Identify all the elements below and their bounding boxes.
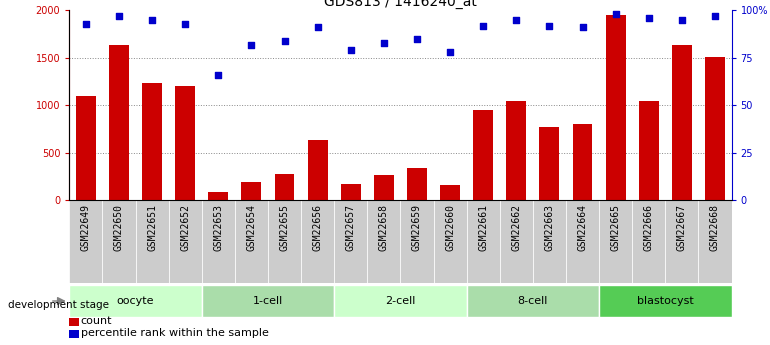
- Bar: [639, 101, 658, 200]
- Point: [179, 21, 191, 27]
- Bar: [209, 191, 228, 200]
- Bar: [507, 101, 526, 200]
- Point: [676, 17, 688, 22]
- Text: GSM22650: GSM22650: [114, 204, 124, 251]
- Bar: [334, 200, 367, 283]
- Point: [444, 49, 457, 55]
- Text: GSM22659: GSM22659: [412, 204, 422, 251]
- Bar: [136, 200, 169, 283]
- Point: [312, 25, 324, 30]
- Text: GSM22655: GSM22655: [280, 204, 290, 251]
- Bar: [632, 200, 665, 283]
- Point: [245, 42, 257, 47]
- Bar: [400, 200, 434, 283]
- Bar: [705, 57, 725, 200]
- Bar: [540, 127, 559, 200]
- Point: [511, 17, 523, 22]
- Point: [544, 23, 556, 28]
- Point: [411, 36, 424, 42]
- Text: GSM22667: GSM22667: [677, 204, 687, 251]
- Bar: [334, 285, 467, 317]
- Bar: [341, 184, 360, 200]
- Text: GSM22651: GSM22651: [147, 204, 157, 251]
- Bar: [467, 285, 599, 317]
- Bar: [698, 200, 731, 283]
- Bar: [672, 45, 691, 200]
- Point: [378, 40, 390, 46]
- Text: GSM22666: GSM22666: [644, 204, 654, 251]
- Text: count: count: [81, 316, 112, 326]
- Text: GSM22668: GSM22668: [710, 204, 720, 251]
- Bar: [301, 200, 334, 283]
- Bar: [374, 175, 393, 200]
- Bar: [202, 200, 235, 283]
- Bar: [69, 200, 102, 283]
- Bar: [606, 15, 625, 200]
- Text: percentile rank within the sample: percentile rank within the sample: [81, 328, 269, 338]
- Text: GSM22654: GSM22654: [246, 204, 256, 251]
- Point: [146, 17, 159, 22]
- Text: 2-cell: 2-cell: [385, 296, 416, 306]
- Text: oocyte: oocyte: [117, 296, 154, 306]
- Bar: [367, 200, 400, 283]
- Point: [112, 13, 125, 19]
- Text: GSM22657: GSM22657: [346, 204, 356, 251]
- Bar: [434, 200, 467, 283]
- Text: GSM22662: GSM22662: [511, 204, 521, 251]
- Bar: [573, 124, 592, 200]
- Text: GSM22649: GSM22649: [81, 204, 91, 251]
- Text: GSM22661: GSM22661: [478, 204, 488, 251]
- Bar: [268, 200, 301, 283]
- Text: blastocyst: blastocyst: [637, 296, 694, 306]
- Point: [213, 72, 225, 78]
- Bar: [169, 200, 202, 283]
- Title: GDS813 / 1416240_at: GDS813 / 1416240_at: [324, 0, 477, 9]
- Text: GSM22663: GSM22663: [544, 204, 554, 251]
- Bar: [440, 185, 460, 200]
- Bar: [566, 200, 599, 283]
- Bar: [599, 285, 732, 317]
- Text: 8-cell: 8-cell: [517, 296, 548, 306]
- Bar: [407, 168, 427, 200]
- Bar: [76, 96, 95, 200]
- Point: [345, 47, 357, 53]
- Bar: [533, 200, 566, 283]
- Text: GSM22660: GSM22660: [445, 204, 455, 251]
- Text: 1-cell: 1-cell: [253, 296, 283, 306]
- Bar: [665, 200, 698, 283]
- Point: [279, 38, 291, 43]
- Bar: [308, 140, 327, 200]
- Bar: [474, 110, 493, 200]
- Point: [643, 15, 655, 21]
- Text: GSM22652: GSM22652: [180, 204, 190, 251]
- Bar: [202, 285, 334, 317]
- Text: development stage: development stage: [8, 300, 109, 310]
- Point: [80, 21, 92, 27]
- Point: [610, 11, 622, 17]
- Bar: [599, 200, 632, 283]
- Bar: [275, 175, 294, 200]
- Bar: [500, 200, 533, 283]
- Text: GSM22658: GSM22658: [379, 204, 389, 251]
- Bar: [142, 83, 162, 200]
- Bar: [109, 46, 129, 200]
- Point: [577, 25, 589, 30]
- Bar: [69, 285, 202, 317]
- Text: GSM22665: GSM22665: [611, 204, 621, 251]
- Bar: [242, 182, 261, 200]
- Bar: [467, 200, 500, 283]
- Point: [709, 13, 721, 19]
- Text: GSM22656: GSM22656: [313, 204, 323, 251]
- Text: GSM22653: GSM22653: [213, 204, 223, 251]
- Bar: [102, 200, 136, 283]
- Bar: [235, 200, 268, 283]
- Point: [477, 23, 490, 28]
- Text: GSM22664: GSM22664: [578, 204, 588, 251]
- Bar: [176, 86, 195, 200]
